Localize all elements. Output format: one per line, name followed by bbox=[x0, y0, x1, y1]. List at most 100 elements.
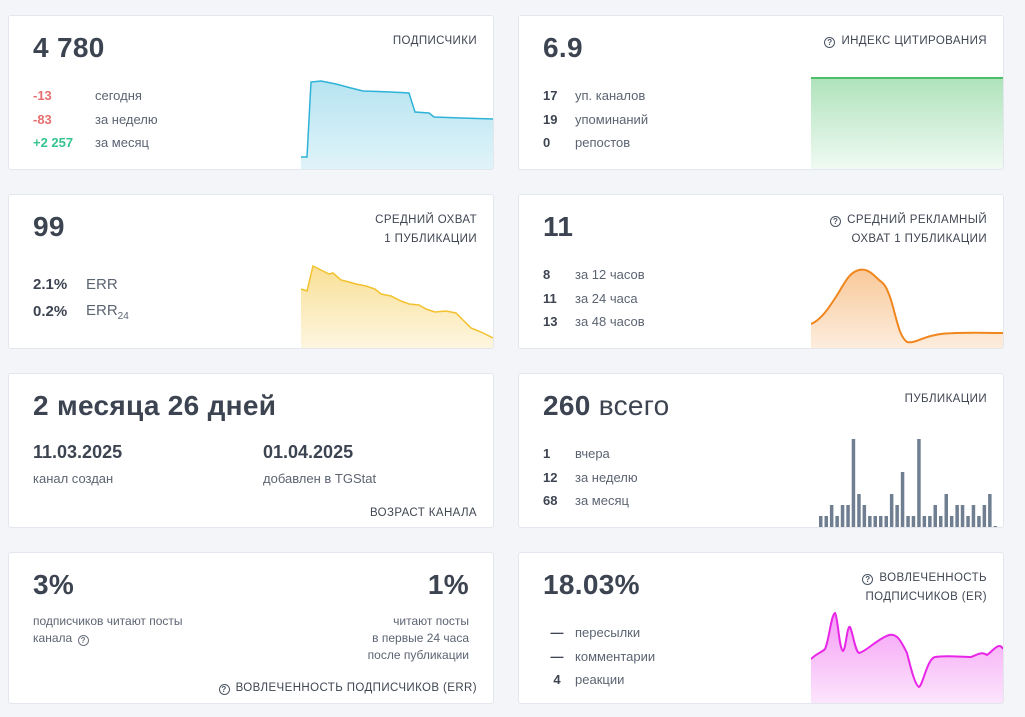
stat-value: 11 bbox=[543, 290, 557, 306]
posts-bar bbox=[873, 516, 877, 527]
engagement-stats: — пересылки — комментарии 4 реакции bbox=[543, 621, 656, 692]
stat-value: 19 bbox=[543, 111, 558, 127]
engagement-title[interactable]: ? ВОВЛЕЧЕННОСТЬ ПОДПИСЧИКОВ (ER) bbox=[862, 569, 987, 607]
citation-stats: 17 уп. каналов 19 упоминаний 0 репостов bbox=[543, 84, 648, 155]
posts-bar bbox=[829, 505, 834, 527]
stat-value: -13 bbox=[33, 88, 52, 104]
read-rate-left-value: 3% bbox=[33, 569, 75, 600]
ad-reach-card[interactable]: 11 ? СРЕДНИЙ РЕКЛАМНЫЙ ОХВАТ 1 ПУБЛИКАЦИИ… bbox=[518, 194, 1004, 349]
stat-label: за 24 часа bbox=[575, 290, 638, 306]
posts-bar bbox=[988, 494, 992, 527]
posts-bar bbox=[835, 516, 839, 527]
stat-value: 12 bbox=[543, 469, 558, 485]
stat-row-comments: — комментарии bbox=[543, 645, 656, 669]
posts-total: 260 всего bbox=[543, 390, 670, 422]
read-rate-left-desc: подписчиков читают посты канала ? bbox=[33, 613, 183, 647]
engagement-card[interactable]: 18.03% ? ВОВЛЕЧЕННОСТЬ ПОДПИСЧИКОВ (ER) —… bbox=[518, 552, 1004, 704]
stat-row-forwards: — пересылки bbox=[543, 621, 655, 645]
stat-row-week: 12 за неделю bbox=[543, 466, 638, 490]
posts-bar bbox=[944, 494, 948, 527]
info-icon[interactable]: ? bbox=[77, 635, 89, 646]
channel-age-footer: ВОЗРАСТ КАНАЛА bbox=[369, 507, 477, 519]
engagement-rate-value: 18.03% bbox=[543, 569, 640, 600]
posts-bar bbox=[966, 516, 970, 527]
info-icon[interactable]: ? bbox=[830, 216, 842, 227]
read-rate-footer[interactable]: ? ВОВЛЕЧЕННОСТЬ ПОДПИСЧИКОВ (ERR) bbox=[218, 682, 477, 695]
stat-label: вчера bbox=[575, 446, 610, 462]
read-rate-footer-text: ВОВЛЕЧЕННОСТЬ ПОДПИСЧИКОВ (ERR) bbox=[235, 682, 477, 694]
citation-title-text: ИНДЕКС ЦИТИРОВАНИЯ bbox=[841, 35, 987, 47]
posts-total-suffix: всего bbox=[590, 390, 670, 421]
stat-value: 13 bbox=[543, 314, 558, 330]
subscribers-area bbox=[301, 81, 493, 169]
stat-row-yesterday: 1 вчера bbox=[543, 442, 638, 466]
err24-label: ERR24 bbox=[86, 302, 129, 322]
stat-row-month: 68 за месяц bbox=[543, 489, 638, 513]
stat-label: за месяц bbox=[575, 493, 629, 509]
ad-reach-line bbox=[811, 268, 1003, 344]
posts-bar bbox=[840, 505, 845, 527]
stat-label: за неделю bbox=[95, 111, 158, 127]
err-row: 2.1% ERR bbox=[33, 271, 129, 298]
posts-card[interactable]: 260 всего ПУБЛИКАЦИИ 1 вчера 12 за недел… bbox=[518, 373, 1004, 528]
reach-line bbox=[301, 264, 493, 339]
desc-line: канала ? bbox=[33, 630, 183, 647]
desc-line: подписчиков читают посты bbox=[33, 614, 183, 628]
err-value: 2.1% bbox=[33, 276, 68, 293]
posts-bar bbox=[977, 516, 981, 527]
stat-row-month: +2 257 за месяц bbox=[33, 131, 158, 155]
err24-subscript: 24 bbox=[117, 310, 129, 322]
stat-value: -83 bbox=[33, 111, 52, 127]
stat-row-mentions: 19 упоминаний bbox=[543, 108, 648, 132]
ad-reach-title[interactable]: ? СРЕДНИЙ РЕКЛАМНЫЙ ОХВАТ 1 ПУБЛИКАЦИИ bbox=[830, 211, 987, 249]
engagement-title-text: ВОВЛЕЧЕННОСТЬ bbox=[879, 572, 987, 584]
stat-label: за 12 часов bbox=[575, 267, 645, 283]
stat-value: 0 bbox=[543, 135, 551, 151]
posts-bar bbox=[895, 505, 899, 527]
info-icon[interactable]: ? bbox=[218, 684, 230, 695]
subscribers-card[interactable]: 4 780 ПОДПИСЧИКИ -13 сегодня -83 за неде… bbox=[8, 15, 494, 170]
stat-label: пересылки bbox=[575, 625, 641, 641]
stat-label: уп. каналов bbox=[575, 88, 646, 104]
posts-bar bbox=[911, 516, 916, 527]
stat-row-reposts: 0 репостов bbox=[543, 131, 648, 155]
added-label: добавлен в TGStat bbox=[263, 471, 377, 486]
posts-bar bbox=[889, 494, 894, 527]
engagement-title-line-1: ? ВОВЛЕЧЕННОСТЬ bbox=[862, 569, 987, 588]
subscribers-stats: -13 сегодня -83 за неделю +2 257 за меся… bbox=[33, 84, 158, 155]
added-block: 01.04.2025 добавлен в TGStat bbox=[263, 442, 376, 486]
posts-bar bbox=[993, 526, 997, 527]
ad-reach-title-line-1: ? СРЕДНИЙ РЕКЛАМНЫЙ bbox=[830, 211, 987, 230]
stat-value: 68 bbox=[543, 493, 558, 509]
reach-card[interactable]: 99 СРЕДНИЙ ОХВАТ 1 ПУБЛИКАЦИИ 2.1% ERR 0… bbox=[8, 194, 494, 349]
stat-label: комментарии bbox=[575, 648, 656, 664]
citation-card[interactable]: 6.9 ? ИНДЕКС ЦИТИРОВАНИЯ 17 уп. каналов 1… bbox=[518, 15, 1004, 170]
info-icon[interactable]: ? bbox=[824, 37, 836, 48]
stat-row-channels: 17 уп. каналов bbox=[543, 84, 648, 108]
citation-title[interactable]: ? ИНДЕКС ЦИТИРОВАНИЯ bbox=[824, 32, 987, 51]
info-icon[interactable]: ? bbox=[862, 574, 874, 585]
stat-value: — bbox=[550, 648, 564, 664]
stat-value: 8 bbox=[543, 267, 551, 283]
channel-age-card[interactable]: 2 месяца 26 дней 11.03.2025 канал создан… bbox=[8, 373, 494, 528]
stat-label: сегодня bbox=[95, 88, 142, 104]
stat-value: — bbox=[550, 625, 564, 641]
read-rate-card[interactable]: 3% 1% подписчиков читают посты канала ? … bbox=[8, 552, 494, 704]
desc-line: читают посты bbox=[393, 614, 469, 628]
engagement-line bbox=[811, 611, 1003, 689]
stat-value: 4 bbox=[553, 672, 561, 688]
engagement-sparkline bbox=[811, 611, 1003, 703]
stat-value: 17 bbox=[543, 88, 558, 104]
ad-reach-title-text: СРЕДНИЙ РЕКЛАМНЫЙ bbox=[847, 214, 987, 226]
posts-bar bbox=[922, 516, 927, 527]
posts-bar bbox=[879, 516, 883, 527]
stat-label: за месяц bbox=[95, 135, 149, 151]
stat-label: упоминаний bbox=[575, 111, 649, 127]
posts-bar bbox=[960, 505, 965, 527]
reach-title-line-1: СРЕДНИЙ ОХВАТ bbox=[375, 214, 477, 226]
stat-label: реакции bbox=[575, 672, 625, 688]
posts-bar bbox=[939, 516, 943, 527]
err-label: ERR bbox=[86, 276, 118, 293]
posts-bar bbox=[949, 516, 954, 527]
stat-value: 1 bbox=[543, 446, 551, 462]
